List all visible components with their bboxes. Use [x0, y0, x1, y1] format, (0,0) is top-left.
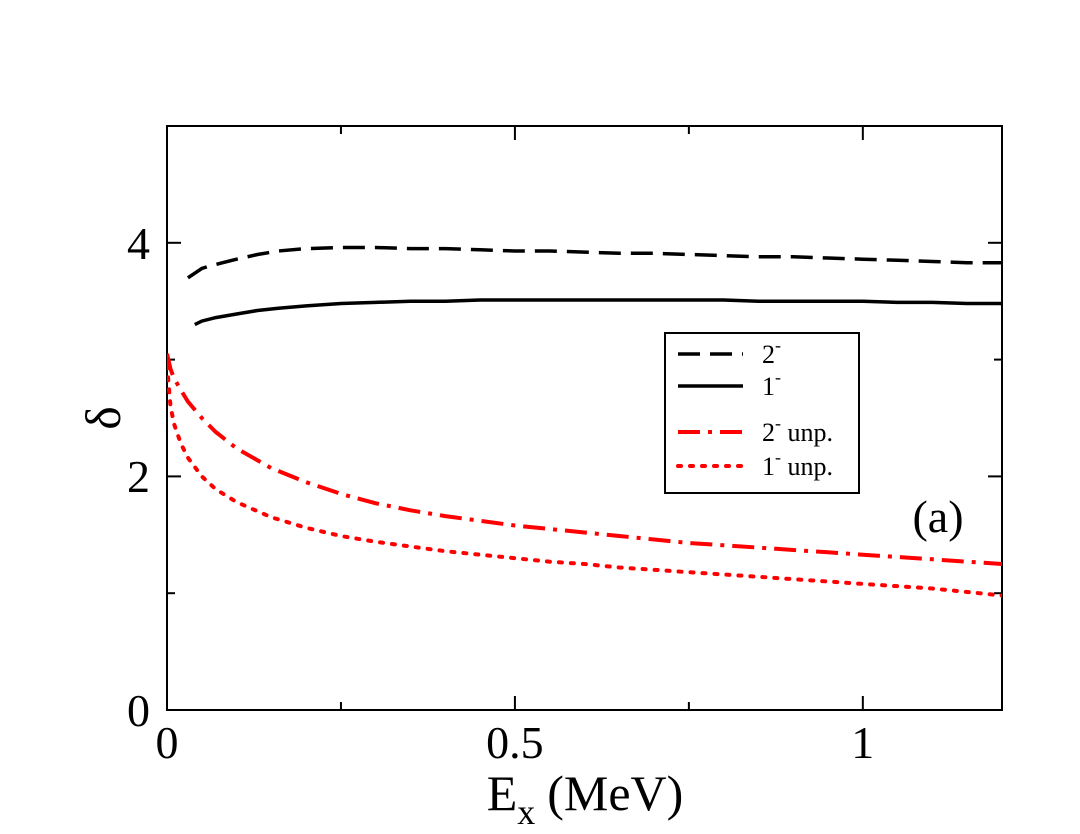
legend-box — [664, 332, 860, 494]
x-axis-label-main: E — [487, 765, 518, 821]
panel-label: (a) — [912, 491, 963, 542]
y-axis-label: δ — [75, 406, 131, 430]
x-axis-label: Ex (MeV) — [487, 765, 684, 832]
y-tick-label-4: 4 — [127, 218, 150, 269]
series-line-1-minus-unp — [167, 363, 1002, 598]
legend: 2- 1- 2- unp. 1- unp. — [664, 332, 860, 494]
y-tick-label-0: 0 — [127, 685, 150, 736]
axis-ticks — [166, 125, 1002, 711]
x-tick-label-0: 0 — [156, 717, 179, 768]
series-line-2-minus-unp — [167, 353, 1002, 566]
x-tick-label-2: 1 — [851, 717, 874, 768]
series-line-1-minus — [194, 298, 1002, 327]
x-axis-label-unit: (MeV) — [547, 765, 683, 821]
series-line-2-minus — [186, 245, 1002, 280]
x-tick-label-1: 0.5 — [486, 717, 544, 768]
legend-entry-1-minus: 1- — [762, 367, 781, 401]
x-axis-label-subscript: x — [517, 792, 535, 832]
legend-entry-1-minus-unp: 1- unp. — [762, 447, 833, 481]
legend-entry-2-minus-unp: 2- unp. — [762, 413, 833, 447]
y-tick-label-2: 2 — [127, 451, 150, 502]
legend-entry-2-minus: 2- — [762, 335, 781, 369]
plot-frame — [166, 125, 1003, 711]
